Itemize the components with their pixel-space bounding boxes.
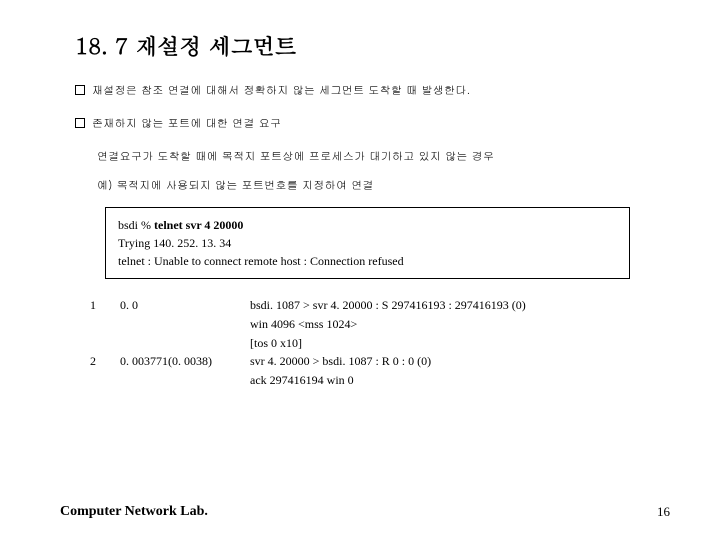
trace-row-detail: ack 297416194 win 0 — [250, 372, 660, 389]
code-line-3: telnet : Unable to connect remote host :… — [118, 252, 617, 270]
bullet-text-2: 존재하지 않는 포트에 대한 연결 요구 — [92, 116, 281, 131]
bullet-item-2: 존재하지 않는 포트에 대한 연결 요구 — [75, 116, 660, 131]
code-line-2: Trying 140. 252. 13. 34 — [118, 234, 617, 252]
trace-row-detail: svr 4. 20000 > bsdi. 1087 : R 0 : 0 (0) — [250, 353, 660, 370]
page-number: 16 — [657, 504, 670, 520]
sub-text-1: 연결요구가 도착할 때에 목적지 포트상에 프로세스가 대기하고 있지 않는 경… — [97, 149, 660, 164]
trace-row-detail: [tos 0 x10] — [250, 335, 660, 352]
square-bullet-icon — [75, 85, 85, 95]
sub-text-2: 예) 목적지에 사용되지 않는 포트번호를 지정하여 연결 — [97, 178, 660, 193]
trace-row-time: 0. 0 — [120, 297, 240, 314]
bullet-text-1: 재설정은 참조 연결에 대해서 정확하지 않는 세그먼트 도착할 때 발생한다. — [92, 83, 471, 98]
code-line-1: bsdi % telnet svr 4 20000 — [118, 216, 617, 234]
terminal-output-box: bsdi % telnet svr 4 20000 Trying 140. 25… — [105, 207, 630, 279]
slide-content: 18. 7 재설정 세그먼트 재설정은 참조 연결에 대해서 정확하지 않는 세… — [0, 0, 720, 490]
slide-title: 18. 7 재설정 세그먼트 — [75, 30, 660, 61]
code-prompt: bsdi % — [118, 218, 154, 232]
footer-lab-name: Computer Network Lab. — [60, 504, 208, 520]
packet-trace-table: 1 0. 0 bsdi. 1087 > svr 4. 20000 : S 297… — [90, 297, 660, 389]
code-command: telnet svr 4 20000 — [154, 218, 243, 232]
trace-row-time: 0. 003771(0. 0038) — [120, 353, 240, 370]
trace-row-detail: bsdi. 1087 > svr 4. 20000 : S 297416193 … — [250, 297, 660, 314]
square-bullet-icon — [75, 118, 85, 128]
trace-row-num: 1 — [90, 297, 110, 314]
trace-row-num: 2 — [90, 353, 110, 370]
bullet-item-1: 재설정은 참조 연결에 대해서 정확하지 않는 세그먼트 도착할 때 발생한다. — [75, 83, 660, 98]
trace-row-detail: win 4096 <mss 1024> — [250, 316, 660, 333]
